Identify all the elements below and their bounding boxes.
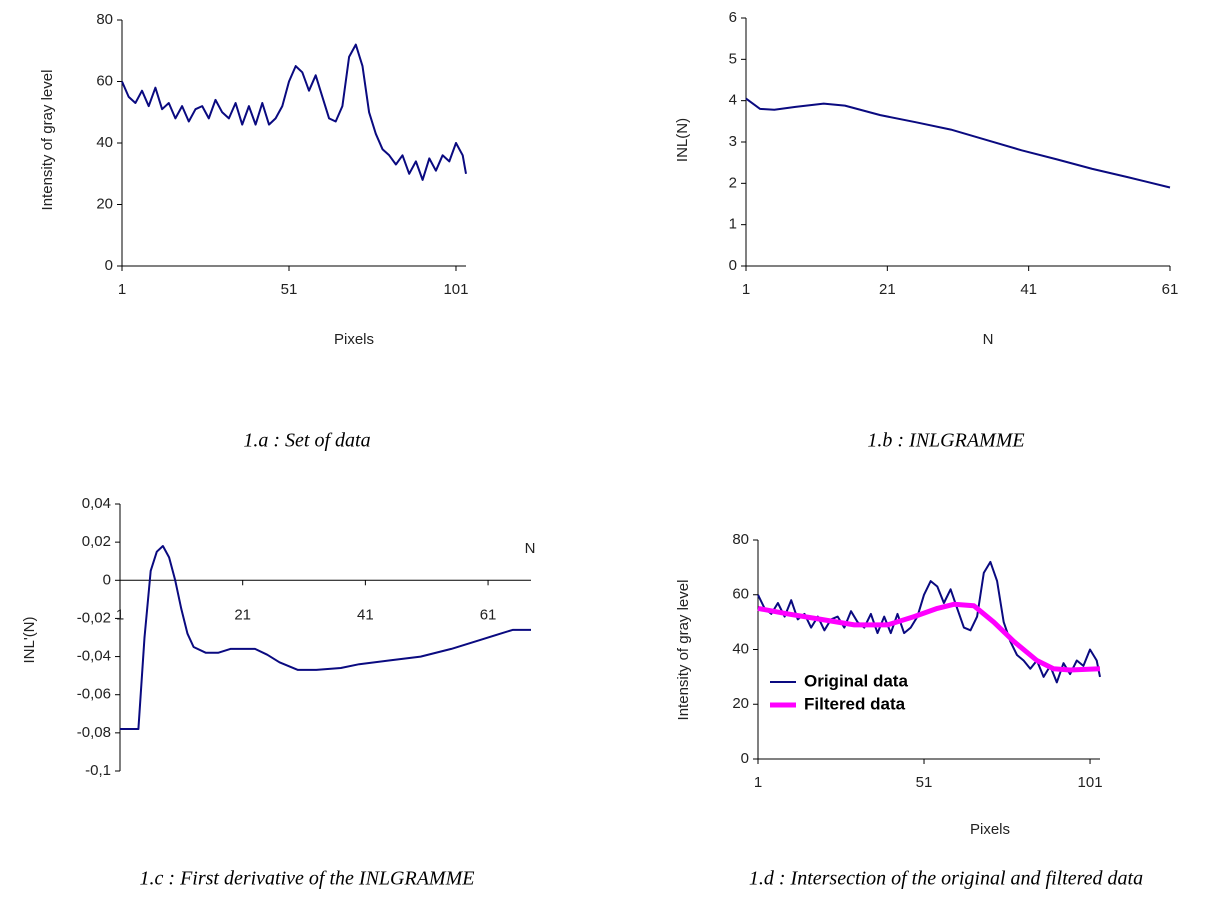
- y-tick-label: 40: [732, 640, 749, 657]
- x-axis-title: N: [525, 540, 536, 557]
- y-tick-label: 20: [96, 195, 113, 212]
- x-tick-label: 101: [443, 281, 468, 298]
- y-axis-title: Intensity of gray level: [675, 580, 692, 721]
- data-line: [758, 604, 1100, 670]
- y-tick-label: 60: [96, 72, 113, 89]
- x-tick-label: 1: [754, 774, 762, 791]
- x-axis-title: Pixels: [334, 331, 374, 348]
- caption: 1.a : Set of data: [243, 430, 370, 452]
- x-tick-label: 41: [1020, 281, 1037, 298]
- x-tick-label: 41: [357, 606, 374, 623]
- caption: 1.b : INLGRAMME: [867, 430, 1024, 452]
- y-tick-label: 40: [96, 134, 113, 151]
- y-tick-label: 2: [729, 174, 737, 191]
- y-tick-label: 4: [729, 92, 737, 109]
- x-tick-label: 61: [480, 606, 497, 623]
- x-tick-label: 1: [118, 281, 126, 298]
- y-tick-label: 3: [729, 133, 737, 150]
- y-tick-label: 1: [729, 216, 737, 233]
- x-axis-title: Pixels: [970, 821, 1010, 838]
- y-tick-label: 0,04: [82, 495, 111, 512]
- y-tick-label: -0,02: [77, 609, 111, 626]
- y-tick-label: 0: [105, 257, 113, 274]
- y-tick-label: 5: [729, 50, 737, 67]
- x-tick-label: 21: [234, 606, 251, 623]
- x-tick-label: 1: [742, 281, 750, 298]
- caption: 1.c : First derivative of the INLGRAMME: [140, 868, 475, 890]
- x-tick-label: 61: [1162, 281, 1179, 298]
- y-tick-label: 80: [732, 531, 749, 548]
- y-axis-title: INL'(N): [21, 616, 38, 663]
- figure: 1.a : Set of data 1.b : INLGRAMME 1.c : …: [0, 0, 1231, 905]
- y-tick-label: 0,02: [82, 533, 111, 550]
- y-axis-title: Intensity of gray level: [39, 70, 56, 211]
- y-tick-label: -0,08: [77, 724, 111, 741]
- data-line: [120, 546, 531, 729]
- y-tick-label: 60: [732, 586, 749, 603]
- y-tick-label: 0: [729, 257, 737, 274]
- legend-label: Filtered data: [804, 694, 906, 713]
- y-tick-label: 6: [729, 9, 737, 26]
- y-tick-label: 0: [741, 750, 749, 767]
- x-tick-label: 21: [879, 281, 896, 298]
- y-tick-label: 0: [103, 571, 111, 588]
- x-axis-title: N: [983, 331, 994, 348]
- caption: 1.d : Intersection of the original and f…: [749, 868, 1143, 890]
- y-tick-label: -0,1: [85, 762, 111, 779]
- y-axis-title: INL(N): [674, 118, 691, 162]
- legend-label: Original data: [804, 671, 908, 690]
- data-line: [746, 99, 1170, 188]
- x-tick-label: 101: [1078, 774, 1103, 791]
- y-tick-label: 20: [732, 695, 749, 712]
- x-tick-label: 51: [916, 774, 933, 791]
- y-tick-label: 80: [96, 11, 113, 28]
- y-tick-label: -0,04: [77, 648, 111, 665]
- data-line: [122, 45, 466, 180]
- x-tick-label: 51: [281, 281, 298, 298]
- x-tick-label: 1: [116, 606, 124, 623]
- y-tick-label: -0,06: [77, 686, 111, 703]
